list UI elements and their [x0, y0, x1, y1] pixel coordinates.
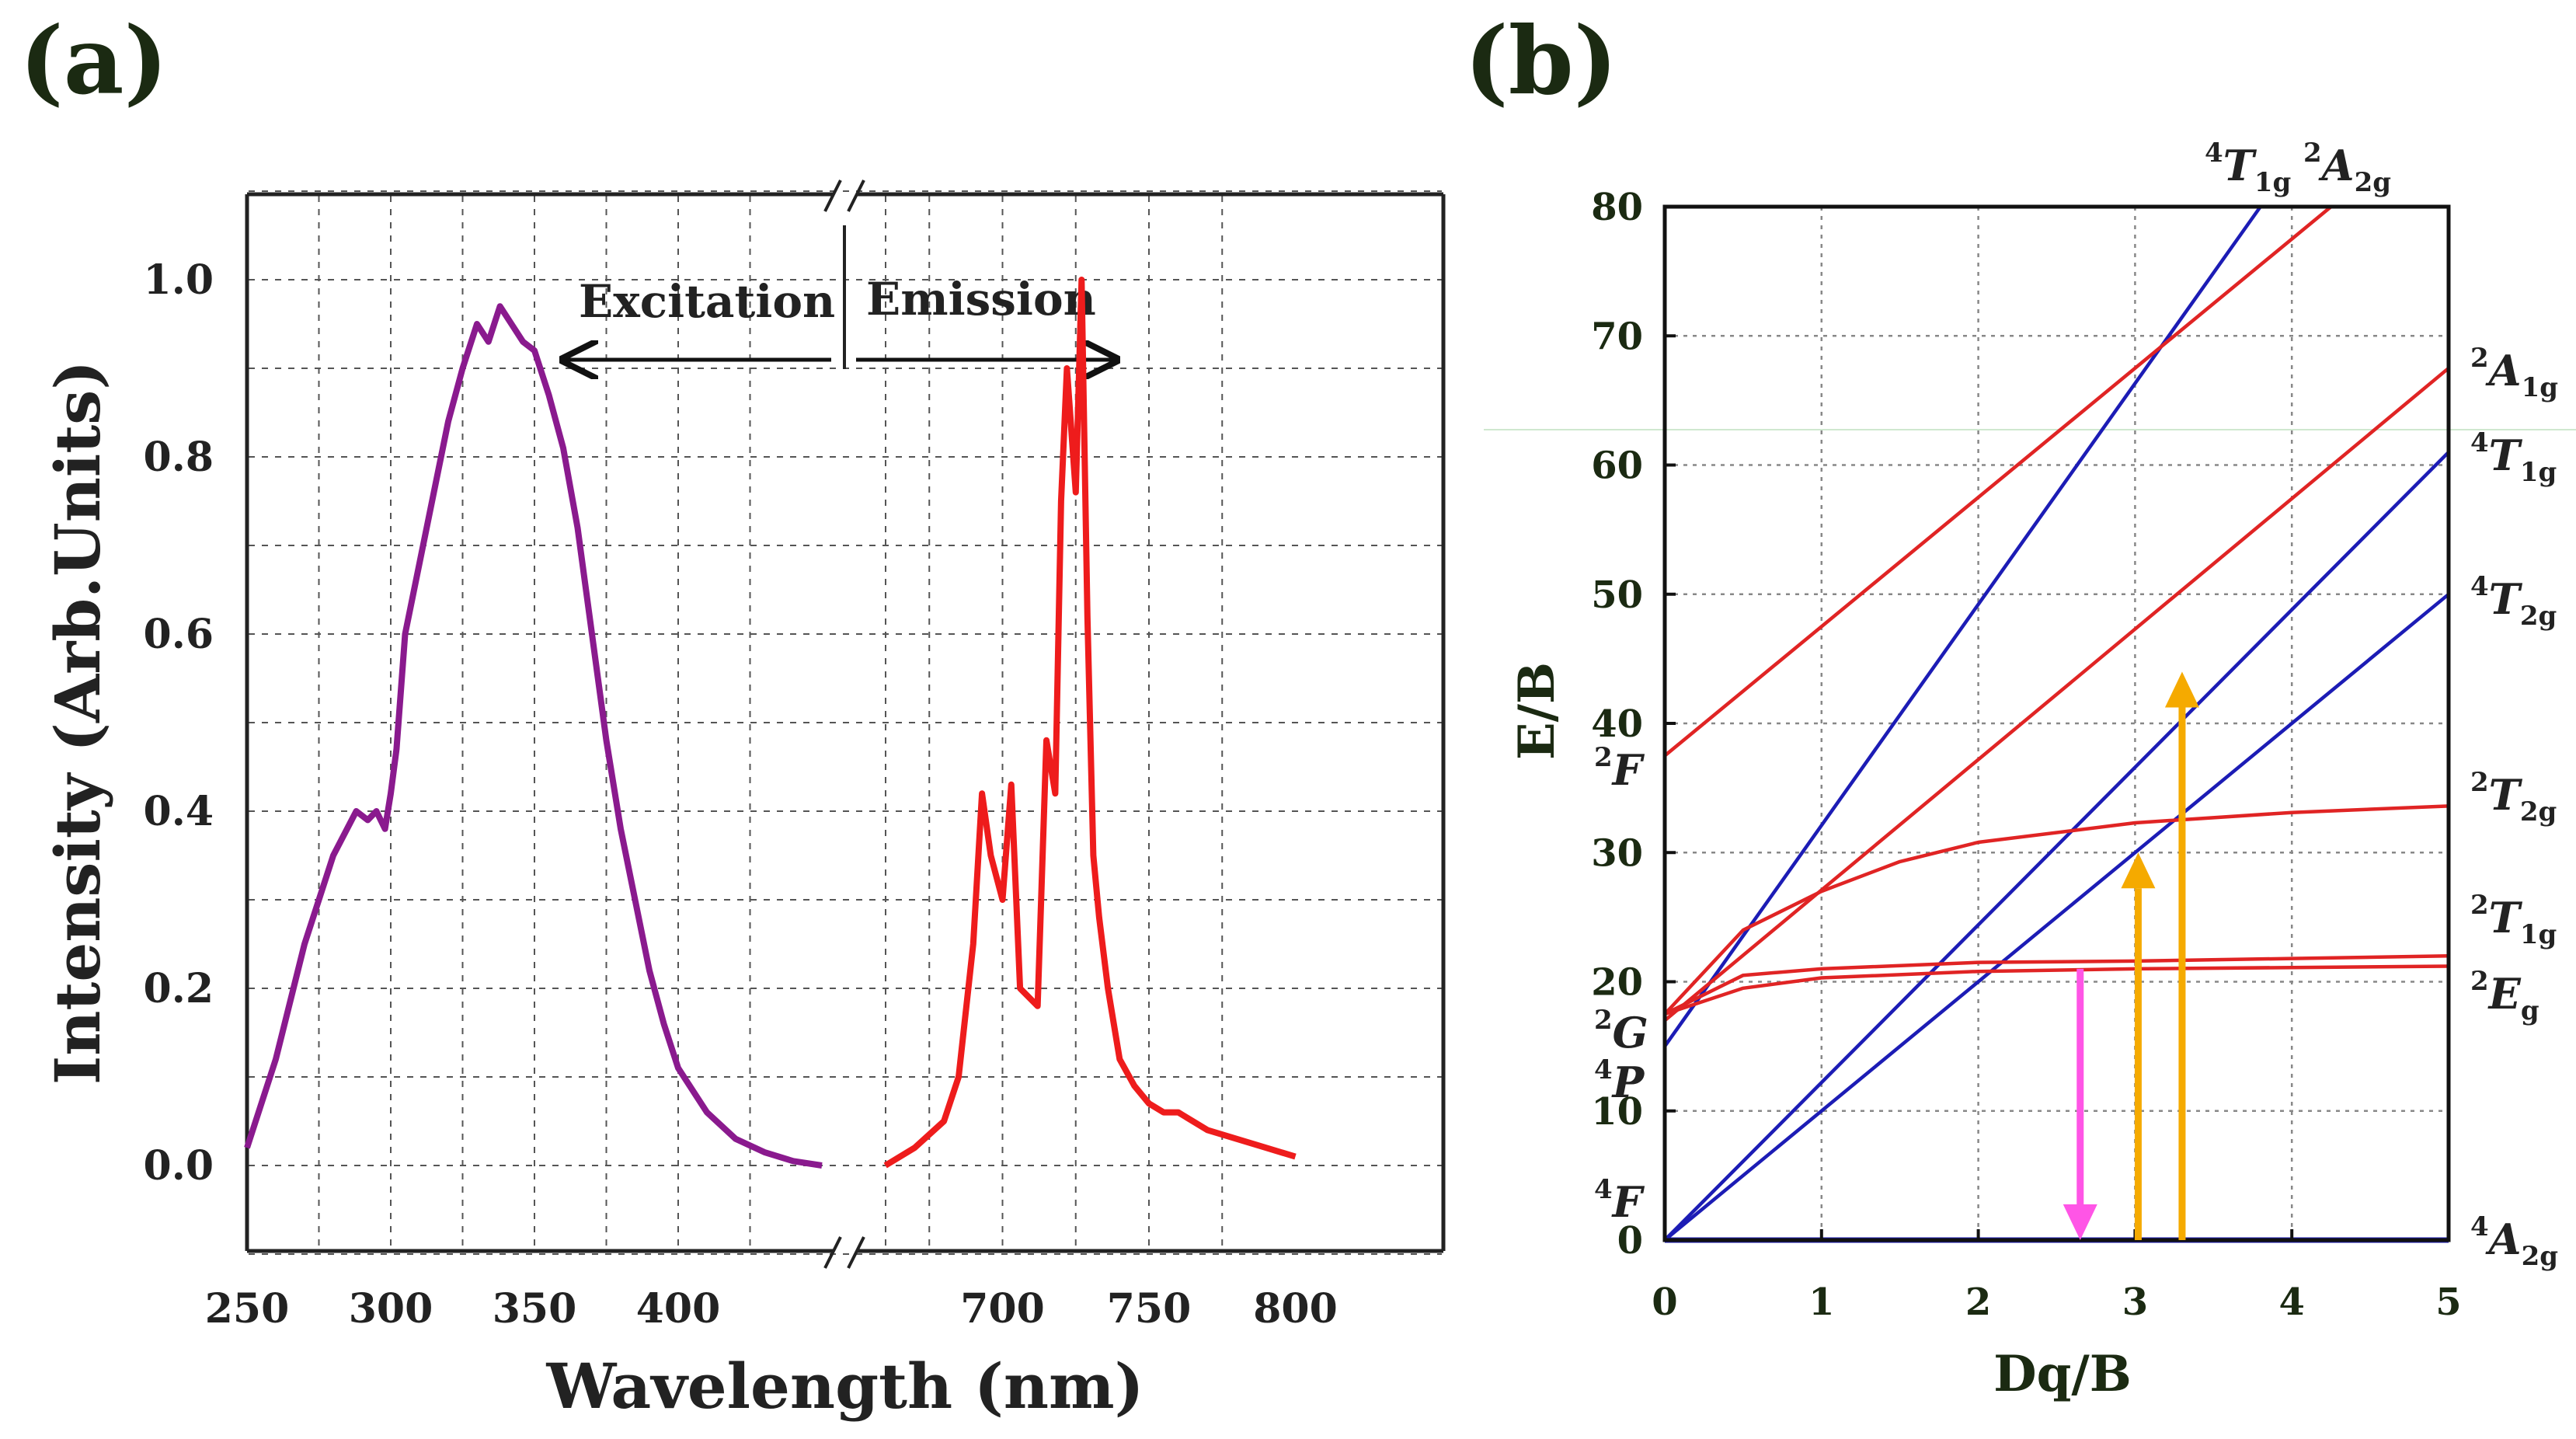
level-2T1g [1664, 954, 2449, 1016]
y-tick-label: 0.8 [144, 434, 214, 481]
x-tick-label: 1 [1808, 1280, 1834, 1324]
excitation-series [244, 303, 823, 1169]
term-2T2g: 2T2g [2470, 767, 2557, 828]
term-2A1g: 2A1g [2470, 343, 2558, 403]
y-tick-label: 40 [1591, 702, 1643, 746]
level-2Eg [1664, 964, 2449, 1016]
y-tick-label: 10 [1591, 1090, 1643, 1134]
term-4P: 4P [1594, 1054, 1645, 1107]
absorption-arrow [2121, 852, 2156, 1240]
term-4T1g: 4T1g [2470, 427, 2557, 488]
x-tick-label: 0 [1652, 1280, 1677, 1324]
x-tick-label: 400 [636, 1285, 721, 1333]
level-4T1g(P) [1663, 205, 2262, 1047]
term-4T2g: 4T2g [2470, 571, 2557, 632]
panel-a-xlabel: Wavelength (nm) [546, 1350, 1144, 1423]
x-tick-label: 800 [1253, 1285, 1338, 1333]
y-tick-label: 20 [1591, 961, 1643, 1005]
level-4T2g [1663, 593, 2450, 1242]
term-2A2g-top: 2A2g [2303, 138, 2391, 198]
emission-series [883, 277, 1297, 1169]
level-4T1g(F) [1663, 451, 2450, 1242]
y-tick-label: 0.6 [144, 611, 214, 658]
y-tick-label: 70 [1591, 315, 1643, 358]
panel-a-grid [249, 190, 1442, 1255]
level-2A2g [1663, 205, 2333, 758]
x-tick-label: 300 [349, 1285, 433, 1333]
panel-a-frame [245, 192, 1446, 1253]
level-2A1g [1663, 367, 2450, 1023]
absorption-arrow [2164, 671, 2199, 1240]
y-tick-label: 50 [1591, 573, 1643, 617]
y-tick-label: 80 [1591, 186, 1643, 229]
panel-b-grid [1665, 207, 2449, 1240]
x-tick-label: 750 [1107, 1285, 1192, 1333]
x-tick-label: 2 [1965, 1280, 1991, 1324]
term-4A2g: 4A2g [2470, 1211, 2558, 1272]
level-2T2g [1663, 804, 2449, 1016]
panel-b-label: (b) [1464, 6, 1617, 116]
x-tick-label: 4 [2278, 1280, 2304, 1324]
y-tick-label: 0.0 [144, 1142, 214, 1190]
x-tick-label: 700 [960, 1285, 1045, 1333]
panel-b-xlabel: Dq/B [1993, 1345, 2132, 1403]
term-2G: 2G [1594, 1005, 1648, 1057]
y-tick-label: 60 [1591, 444, 1643, 488]
excitation-label: Excitation [579, 275, 835, 328]
y-tick-label: 0.4 [144, 788, 214, 835]
x-tick-label: 350 [493, 1285, 577, 1333]
panel-b-ylabel: E/B [1508, 662, 1566, 760]
emission-arrow [2063, 968, 2097, 1240]
panel-a-ylabel: Intensity (Arb.Units) [41, 361, 114, 1085]
term-4F: 4F [1594, 1174, 1645, 1227]
x-tick-label: 250 [205, 1285, 290, 1333]
y-tick-label: 1.0 [144, 256, 214, 304]
term-2F: 2F [1594, 742, 1645, 795]
y-tick-label: 0 [1617, 1219, 1643, 1263]
panel-b-transition-arrows [2063, 671, 2199, 1240]
term-2T1g: 2T1g [2470, 890, 2557, 950]
x-tick-label: 3 [2122, 1280, 2148, 1324]
emission-label: Emission [866, 273, 1096, 326]
x-tick-label: 5 [2435, 1280, 2461, 1324]
term-4T1g-top: 4T1g [2205, 138, 2291, 198]
y-tick-label: 0.2 [144, 965, 214, 1012]
panel-a-label: (a) [19, 6, 168, 116]
axis-break-marks [823, 179, 865, 1269]
y-tick-label: 30 [1591, 831, 1643, 875]
term-2Eg: 2Eg [2470, 966, 2539, 1026]
panel-a-ticks: 250 300 350 400 700 750 800 0.0 0.2 0.4 0.6 0.8 1.0 [144, 256, 1338, 1333]
